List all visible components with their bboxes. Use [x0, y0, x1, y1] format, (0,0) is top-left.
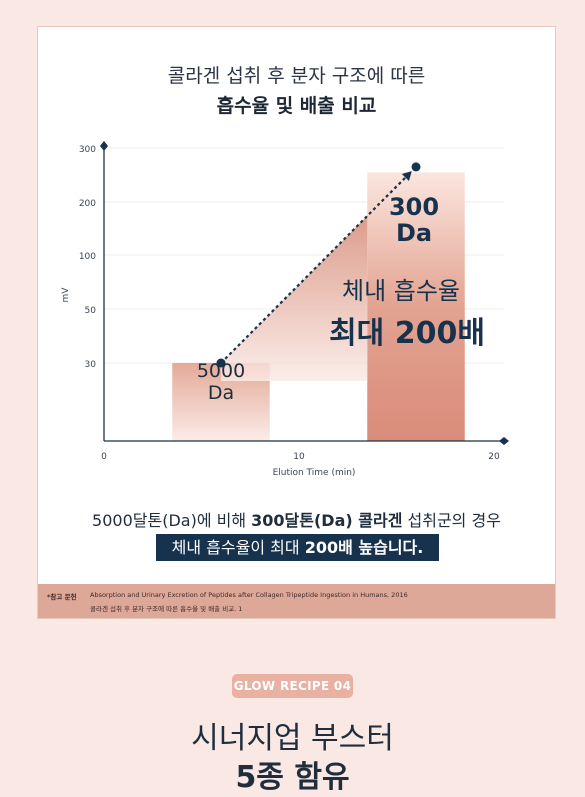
x-tick-10: 10: [293, 452, 305, 462]
trend-area: [221, 215, 368, 381]
summary-highlight: 체내 흡수율이 최대 200배 높습니다.: [156, 534, 439, 561]
y-tick-100: 100: [79, 252, 96, 262]
x-axis-end-marker: [499, 437, 509, 445]
section-heading-line2: 5종 함유: [235, 760, 350, 795]
y-axis-label: mV: [61, 287, 71, 303]
bar-label-300-unit: Da: [396, 219, 432, 247]
annotation-line1: 체내 흡수율: [342, 277, 460, 305]
bar-1: [367, 172, 465, 442]
x-tick-20: 20: [488, 452, 500, 462]
reference-citation: Absorption and Urinary Excretion of Pept…: [90, 591, 408, 599]
bar-label-300: 300: [389, 193, 439, 221]
trend-arrowhead: [401, 171, 412, 182]
summary-line2-part1: 체내 흡수율이 최대: [171, 538, 305, 557]
chart-title-line1: 콜라겐 섭취 후 분자 구조에 따른: [167, 65, 426, 87]
summary-line1-part1: 5000달톤(Da)에 비해: [92, 511, 252, 530]
section-heading-line1: 시너지업 부스터: [191, 721, 394, 756]
trend-line: [220, 176, 407, 364]
trend-point-end: [411, 162, 421, 172]
chart-card: 콜라겐 섭취 후 분자 구조에 따른 흡수율 및 배출 비교 300 2: [37, 26, 556, 619]
summary-line1: 5000달톤(Da)에 비해 300달톤(Da) 콜라겐 섭취군의 경우: [38, 507, 555, 531]
x-tick-0: 0: [101, 452, 107, 462]
glow-recipe-badge: GLOW RECIPE 04: [232, 674, 353, 698]
summary-line1-bold: 300달톤(Da) 콜라겐: [251, 511, 403, 530]
y-tick-50: 50: [85, 306, 97, 316]
reference-label: *참고 문헌: [47, 593, 77, 601]
y-axis-end-marker: [100, 141, 108, 151]
bar-label-5000-unit: Da: [208, 382, 234, 404]
annotation-line2: 최대 200배: [329, 316, 485, 351]
x-axis-label: Elution Time (min): [273, 468, 356, 477]
bar-label-5000: 5000: [197, 360, 245, 382]
summary-line2-bold: 200배 높습니다.: [304, 538, 424, 557]
reference-caption: 콜라겐 섭취 후 분자 구조에 따른 흡수율 및 배출 비교. 1: [90, 605, 243, 613]
trend-point-start: [216, 358, 226, 368]
y-tick-200: 200: [79, 199, 96, 209]
y-tick-30: 30: [85, 360, 97, 370]
chart-title-line2: 흡수율 및 배출 비교: [216, 95, 377, 117]
summary-line1-part3: 섭취군의 경우: [402, 511, 501, 530]
reference-bar: *참고 문헌 Absorption and Urinary Excretion …: [38, 584, 555, 618]
y-tick-300: 300: [79, 145, 96, 155]
